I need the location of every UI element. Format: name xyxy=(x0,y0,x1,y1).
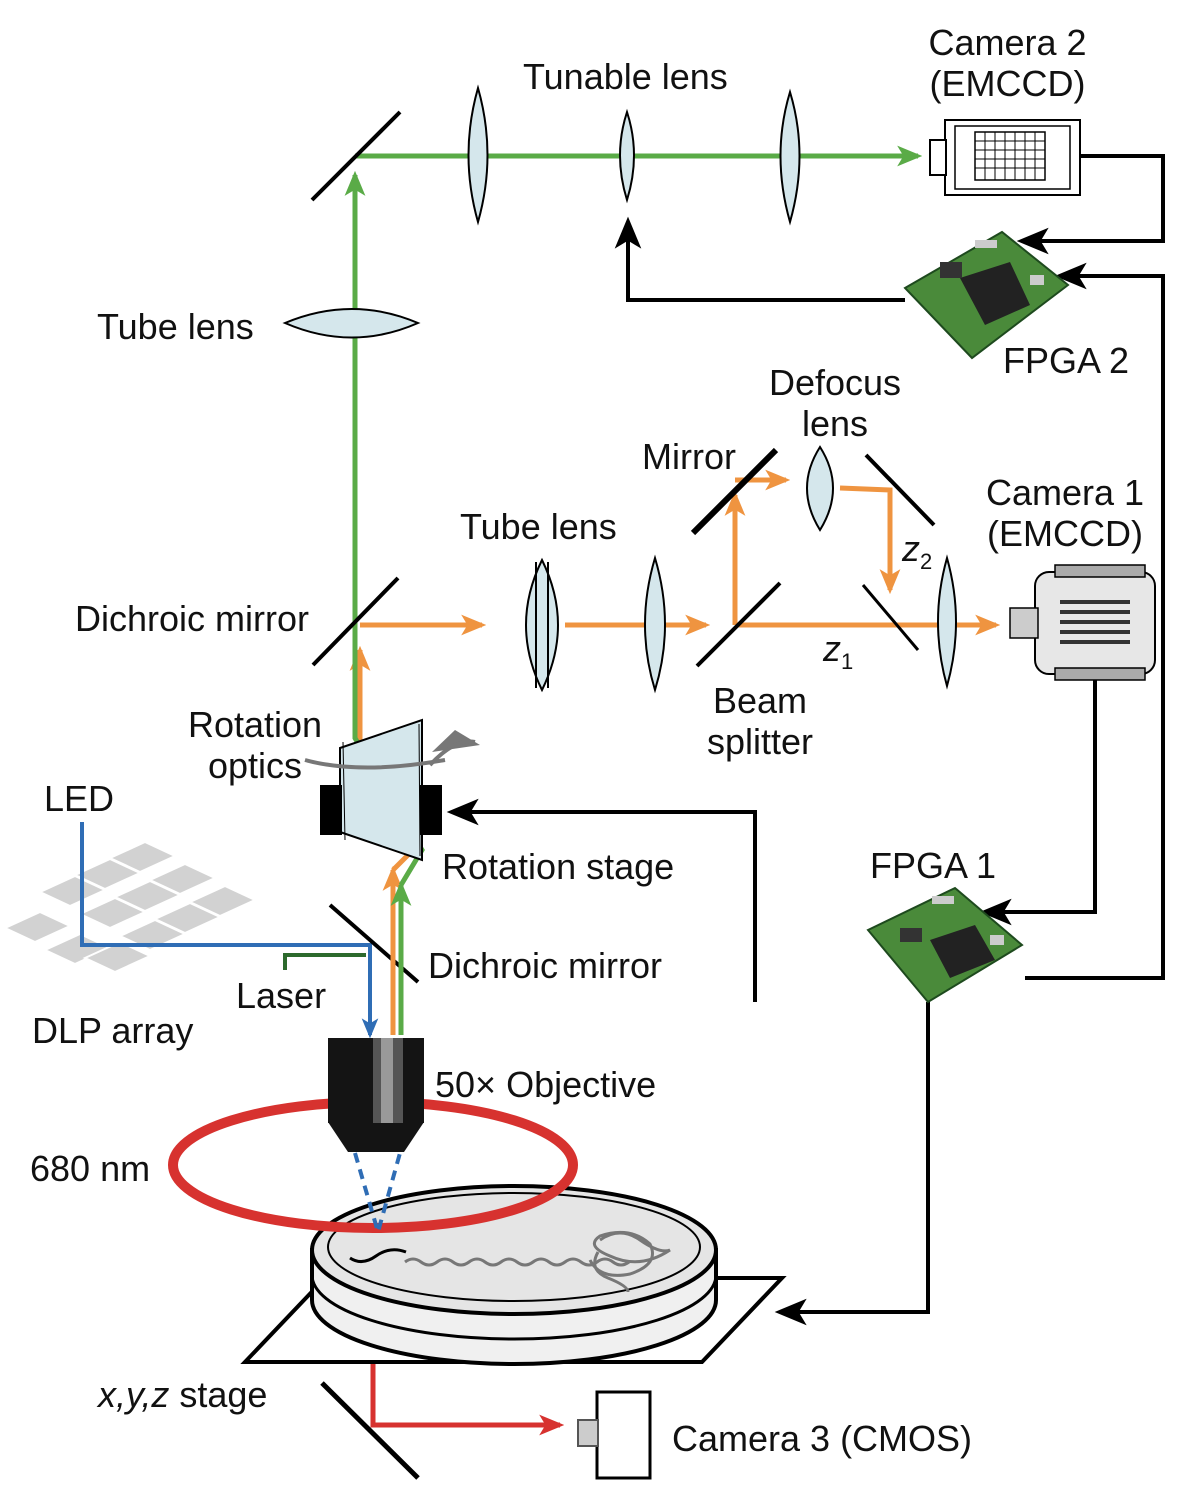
label-rotation-line2: optics xyxy=(207,745,303,787)
petri-dish xyxy=(310,1184,718,1366)
label-dlp-array: DLP array xyxy=(32,1010,194,1051)
label-680nm: 680 nm xyxy=(30,1148,151,1189)
defocus-mirror-left xyxy=(690,447,779,536)
label-camera1-line1: Camera 1 xyxy=(985,472,1145,513)
wire-fpga1-rotation xyxy=(446,798,757,1002)
lens-top-3 xyxy=(779,88,801,226)
label-beam-line2: splitter xyxy=(706,721,814,763)
tube-lens-top xyxy=(282,308,421,339)
label-dichroic-mirror-bottom: Dichroic mirror xyxy=(428,945,662,986)
green-beam-path xyxy=(344,145,923,1035)
signal-wires xyxy=(446,154,1165,1326)
camera2-body xyxy=(929,119,1081,196)
defocus-lens xyxy=(806,445,834,532)
label-mirror: Mirror xyxy=(642,436,736,477)
label-xyz-word: stage xyxy=(169,1374,268,1415)
lens-top-1 xyxy=(467,84,489,226)
label-z2-sub: 2 xyxy=(920,549,933,575)
tube-lens-mid xyxy=(525,557,559,693)
label-z1-sub: 1 xyxy=(841,649,854,675)
orange-beam-path xyxy=(349,469,1001,1035)
wire-camera1-fpga1 xyxy=(979,680,1097,926)
label-defocus-line2: lens xyxy=(801,403,869,445)
wire-camera2-fpga2 xyxy=(1016,154,1165,255)
fpga2-board xyxy=(903,230,1070,360)
camera1-body xyxy=(1009,564,1156,681)
label-defocus-lens: Defocus lens xyxy=(745,362,925,445)
label-beam-splitter: Beam splitter xyxy=(685,680,835,763)
label-led: LED xyxy=(44,778,115,819)
label-tunable-lens: Tunable lens xyxy=(523,56,728,97)
led-beam xyxy=(80,822,379,1039)
camera1-combiner-mirror xyxy=(861,584,920,651)
label-beam-line1: Beam xyxy=(712,680,808,721)
label-z2: z2 xyxy=(902,528,932,574)
label-tube-lens-mid: Tube lens xyxy=(460,506,617,547)
label-rotation-line1: Rotation xyxy=(187,704,323,745)
dichroic-mirror-top xyxy=(311,576,400,667)
lenses xyxy=(282,84,957,694)
label-camera1-line2: (EMCCD) xyxy=(987,513,1143,555)
label-tube-lens-top: Tube lens xyxy=(97,306,254,347)
red-beam-path xyxy=(370,1345,565,1436)
label-fpga1: FPGA 1 xyxy=(870,845,997,886)
objective-lens xyxy=(328,1038,424,1240)
worm-track xyxy=(404,1230,671,1293)
lens-camera1 xyxy=(937,554,957,690)
label-xyz-stage: x,y,z stage xyxy=(98,1374,267,1415)
label-laser: Laser xyxy=(236,975,327,1016)
lens-mid-2 xyxy=(644,554,666,694)
bottom-mirror xyxy=(320,1381,420,1480)
label-z1-main: z xyxy=(823,628,841,669)
tunable-lens xyxy=(619,108,635,204)
label-defocus-line1: Defocus xyxy=(768,362,902,403)
camera3-body xyxy=(577,1390,652,1480)
worm xyxy=(349,1248,407,1263)
label-camera2-line2: (EMCCD) xyxy=(929,63,1086,105)
defocus-mirror-right xyxy=(864,453,936,527)
wire-fpga2-tunable xyxy=(614,216,905,302)
label-camera2-line1: Camera 2 xyxy=(928,22,1087,63)
label-camera2: Camera 2 (EMCCD) xyxy=(905,22,1110,105)
label-xyz-axes: x,y,z xyxy=(98,1374,170,1415)
wire-fpga1-fpga2 xyxy=(1025,262,1165,980)
label-z2-main: z xyxy=(902,528,920,569)
fpga1-board xyxy=(866,886,1024,1004)
label-objective: 50× Objective xyxy=(435,1064,657,1105)
label-dichroic-mirror-top: Dichroic mirror xyxy=(75,598,309,639)
label-z1: z1 xyxy=(823,628,853,674)
label-fpga2: FPGA 2 xyxy=(1003,340,1130,381)
rotation-optics xyxy=(304,718,480,862)
wire-fpga1-stage xyxy=(774,1002,930,1326)
label-rotation-stage: Rotation stage xyxy=(442,846,675,887)
label-rotation-optics: Rotation optics xyxy=(175,704,335,787)
dlp-array xyxy=(2,840,258,974)
label-camera1: Camera 1 (EMCCD) xyxy=(965,472,1165,555)
laser-beam xyxy=(283,953,366,970)
top-left-mirror xyxy=(310,110,402,202)
label-camera3: Camera 3 (CMOS) xyxy=(672,1418,973,1459)
beam-splitter-mirror xyxy=(695,581,782,668)
